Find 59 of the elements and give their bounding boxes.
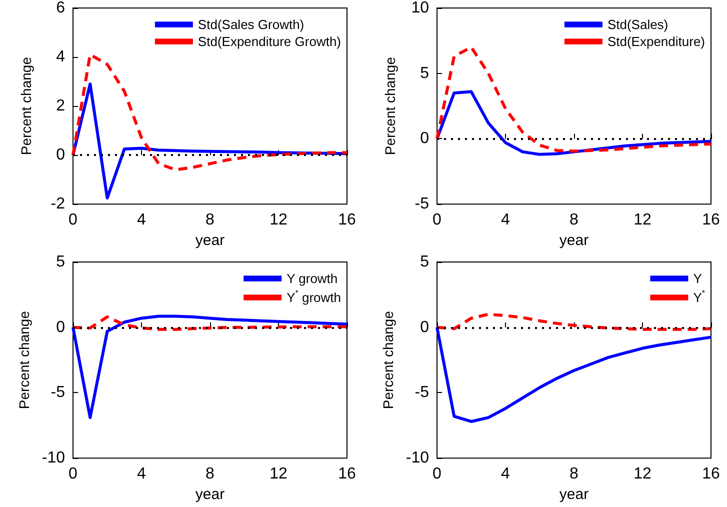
x-axis-title: year bbox=[559, 486, 589, 503]
x-tick-label: 4 bbox=[137, 212, 146, 229]
line-series bbox=[436, 312, 712, 331]
y-tick-label: 6 bbox=[56, 0, 66, 16]
legend-label: Y bbox=[693, 271, 702, 286]
x-axis-title: year bbox=[559, 232, 589, 249]
y-tick-label: 0 bbox=[420, 318, 430, 336]
x-tick-label: 4 bbox=[137, 466, 146, 483]
legend-label: Std(Sales) bbox=[607, 17, 668, 32]
x-tick-label: 4 bbox=[501, 466, 510, 483]
y-tick-label: -5 bbox=[414, 196, 430, 213]
x-tick-label: 8 bbox=[206, 466, 215, 483]
x-tick-label: 8 bbox=[570, 212, 579, 229]
legend-label: Std(Sales Growth) bbox=[198, 17, 304, 32]
x-tick-label: 16 bbox=[338, 466, 356, 483]
y-tick-label: -2 bbox=[50, 196, 66, 213]
line-series bbox=[72, 315, 348, 331]
x-tick-label: 0 bbox=[432, 212, 442, 229]
y-tick-label: 10 bbox=[411, 0, 430, 16]
x-tick-label: 0 bbox=[68, 212, 78, 229]
legend-label: Std(Expenditure Growth) bbox=[198, 34, 342, 49]
legend-label: Std(Expenditure) bbox=[607, 34, 706, 49]
y-axis-title: Percent change bbox=[382, 56, 398, 156]
x-tick-label: 8 bbox=[206, 212, 215, 229]
y-tick-label: 0 bbox=[56, 318, 66, 336]
x-tick-label: 0 bbox=[432, 466, 442, 483]
x-tick-label: 12 bbox=[270, 212, 288, 229]
y-tick-label: 5 bbox=[56, 254, 66, 270]
x-tick-label: 4 bbox=[501, 212, 510, 229]
y-tick-label: -10 bbox=[406, 450, 430, 467]
y-tick-label: -5 bbox=[414, 384, 430, 402]
y-tick-label: 0 bbox=[420, 130, 430, 148]
y-tick-label: 5 bbox=[420, 254, 430, 270]
y-axis-title: Percent change bbox=[18, 56, 34, 156]
x-tick-label: 12 bbox=[270, 466, 288, 483]
y-tick-label: 0 bbox=[56, 146, 66, 164]
y-axis-title: Percent change bbox=[16, 310, 32, 410]
legend-label: Y growth bbox=[286, 271, 338, 286]
x-tick-label: 8 bbox=[570, 466, 579, 483]
y-axis-title: Percent change bbox=[380, 310, 396, 410]
line-series bbox=[72, 314, 348, 420]
y-tick-label: 4 bbox=[56, 48, 66, 66]
line-series bbox=[436, 326, 712, 423]
y-tick-label: 5 bbox=[420, 64, 430, 82]
x-tick-label: 16 bbox=[702, 466, 720, 483]
y-tick-label: 2 bbox=[56, 98, 66, 115]
x-axis-title: year bbox=[195, 486, 225, 503]
legend-label: Y* growth bbox=[286, 288, 342, 305]
x-tick-label: 16 bbox=[702, 212, 720, 229]
y-tick-label: -5 bbox=[50, 384, 66, 402]
x-tick-label: 12 bbox=[634, 466, 652, 483]
line-series bbox=[72, 53, 348, 172]
legend-label: Y* bbox=[693, 288, 706, 305]
x-tick-label: 16 bbox=[338, 212, 356, 229]
x-tick-label: 12 bbox=[634, 212, 652, 229]
x-tick-label: 0 bbox=[68, 466, 78, 483]
y-tick-label: -10 bbox=[42, 450, 66, 467]
line-series bbox=[436, 90, 712, 156]
x-axis-title: year bbox=[195, 232, 225, 249]
